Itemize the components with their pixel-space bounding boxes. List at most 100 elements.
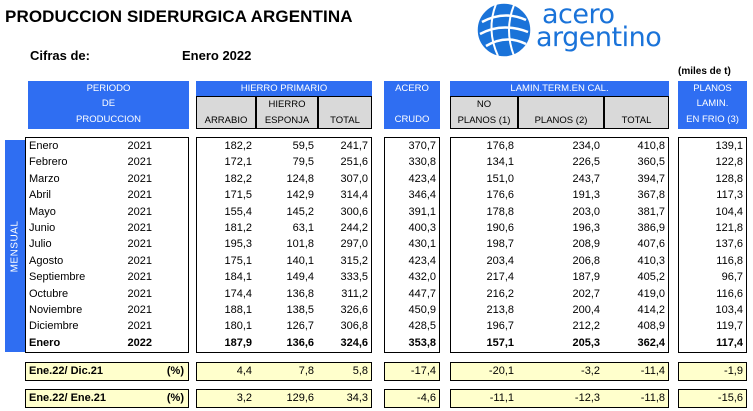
cell-month: Junio — [29, 222, 56, 234]
cell-esponja: 145,2 — [286, 205, 314, 218]
cell-esponja: 138,5 — [286, 304, 314, 316]
cell-acero-crudo: 391,1 — [408, 205, 436, 218]
cell-planos-frio: 119,7 — [716, 320, 743, 333]
cell-total-hierro: 306,8 — [340, 320, 368, 333]
cell-total-lamin: 360,5 — [637, 156, 665, 169]
cell-arrabio: 155,4 — [224, 205, 252, 218]
side-label-mensual: MENSUAL — [5, 140, 25, 352]
cell-month: Mayo — [29, 205, 56, 218]
cell-total-lamin: 408,9 — [637, 320, 665, 333]
cell-planos-frio: 117,3 — [716, 189, 743, 202]
summary-cell-box — [450, 389, 669, 408]
acero-argentino-logo: acero argentino — [474, 0, 674, 64]
cell-esponja: 79,5 — [292, 156, 314, 169]
summary-planos-frio: -1,9 — [724, 365, 743, 377]
cell-planos-frio: 122,8 — [715, 156, 743, 169]
cell-year: 2021 — [127, 205, 152, 218]
cell-no-planos: 203,4 — [486, 254, 514, 267]
summary-esponja: 7,8 — [298, 365, 314, 377]
cell-month: Abril — [29, 189, 52, 202]
summary-cell-box — [25, 362, 189, 381]
cell-arrabio: 174,4 — [224, 287, 252, 300]
cell-year: 2021 — [127, 320, 152, 333]
header-planos-lamin-frio: PLANOS LAMIN. EN FRIO (3) — [678, 81, 747, 129]
cell-planos-frio: 103,4 — [715, 304, 743, 316]
cell-year: 2021 — [127, 222, 152, 234]
cell-total-hierro: 333,5 — [340, 271, 368, 284]
cell-esponja: 136,8 — [286, 287, 314, 300]
cell-total-lamin: 419,0 — [637, 287, 665, 300]
cell-total-lamin: 410,8 — [637, 140, 665, 152]
header-acero-crudo: ACERO CRUDO — [384, 81, 440, 129]
cell-acero-crudo: 450,9 — [408, 304, 436, 316]
cell-total-lamin: 414,2 — [637, 304, 665, 316]
cell-no-planos: 157,1 — [486, 336, 514, 349]
cell-planos-frio: 96,7 — [721, 271, 743, 284]
cell-esponja: 59,5 — [292, 140, 314, 152]
summary-row: Ene.22/ Dic.21 (%) 4,4 7,8 5,8 -17,4 -20,1 -3,2… — [0, 362, 753, 381]
cell-planos: 202,7 — [572, 287, 600, 300]
cell-planos-frio: 139,1 — [715, 140, 743, 152]
cell-total-hierro: 297,0 — [340, 238, 368, 251]
summary-unit: (%) — [166, 392, 184, 404]
cell-no-planos: 217,4 — [486, 271, 514, 284]
cell-acero-crudo: 428,5 — [408, 320, 436, 333]
summary-planos: -12,3 — [574, 392, 600, 404]
cell-planos-frio: 116,6 — [716, 287, 743, 300]
summary-cell-box — [384, 389, 440, 408]
cell-planos: 191,3 — [572, 189, 600, 202]
cell-planos: 206,8 — [572, 254, 600, 267]
cell-month: Enero — [29, 336, 61, 349]
cell-total-hierro: 251,6 — [340, 156, 368, 169]
cell-arrabio: 188,1 — [224, 304, 252, 316]
cell-total-lamin: 405,2 — [637, 271, 665, 284]
cell-year: 2021 — [127, 189, 152, 202]
column-box-acero — [384, 137, 440, 353]
header-lamin-term: LAMIN.TERM.EN CAL. — [450, 81, 669, 96]
cell-acero-crudo: 330,8 — [408, 156, 436, 169]
cell-planos-frio: 128,8 — [715, 172, 743, 185]
cell-total-lamin: 386,9 — [637, 222, 665, 234]
summary-unit: (%) — [166, 365, 184, 377]
cell-no-planos: 178,8 — [486, 205, 514, 218]
header-no-planos: NO PLANOS (1) — [450, 96, 518, 129]
cell-arrabio: 172,1 — [224, 156, 252, 169]
summary-acero-crudo: -17,4 — [410, 365, 436, 377]
cell-total-lamin: 407,6 — [637, 238, 665, 251]
summary-cell-box — [384, 362, 440, 381]
cell-month: Octubre — [29, 287, 69, 300]
header-hierro-esponja: HIERRO ESPONJA — [256, 96, 318, 129]
cell-total-hierro: 244,2 — [340, 222, 368, 234]
cell-esponja: 126,7 — [286, 320, 314, 333]
cell-year: 2021 — [127, 156, 152, 169]
cell-esponja: 136,6 — [286, 336, 314, 349]
cell-planos-frio: 117,4 — [716, 336, 743, 349]
cell-esponja: 101,8 — [286, 238, 314, 251]
header-total-hierro: TOTAL — [318, 96, 372, 129]
cell-month: Diciembre — [29, 320, 79, 333]
cell-arrabio: 187,9 — [224, 336, 252, 349]
column-box-hierro — [196, 137, 372, 353]
cell-arrabio: 195,3 — [224, 238, 252, 251]
page-title: PRODUCCION SIDERURGICA ARGENTINA — [5, 7, 353, 26]
summary-cell-box — [678, 389, 747, 408]
cell-no-planos: 216,2 — [486, 287, 514, 300]
cell-no-planos: 176,6 — [486, 189, 514, 202]
cell-esponja: 142,9 — [286, 189, 314, 202]
cell-arrabio: 182,2 — [224, 172, 252, 185]
cell-year: 2021 — [127, 271, 152, 284]
cell-arrabio: 184,1 — [224, 271, 252, 284]
summary-cell-box — [450, 362, 669, 381]
cell-planos: 208,9 — [572, 238, 600, 251]
cell-acero-crudo: 346,4 — [408, 189, 436, 202]
cell-arrabio: 181,2 — [224, 222, 252, 234]
cell-total-hierro: 315,2 — [340, 254, 368, 267]
summary-total-hierro: 5,8 — [352, 365, 368, 377]
cell-month: Febrero — [29, 156, 68, 169]
cell-planos: 196,3 — [572, 222, 600, 234]
cell-planos-frio: 116,8 — [716, 254, 743, 267]
logo-text-acero: acero — [542, 0, 615, 30]
cell-no-planos: 196,7 — [486, 320, 514, 333]
cell-planos: 200,4 — [572, 304, 600, 316]
cell-total-lamin: 362,4 — [637, 336, 665, 349]
